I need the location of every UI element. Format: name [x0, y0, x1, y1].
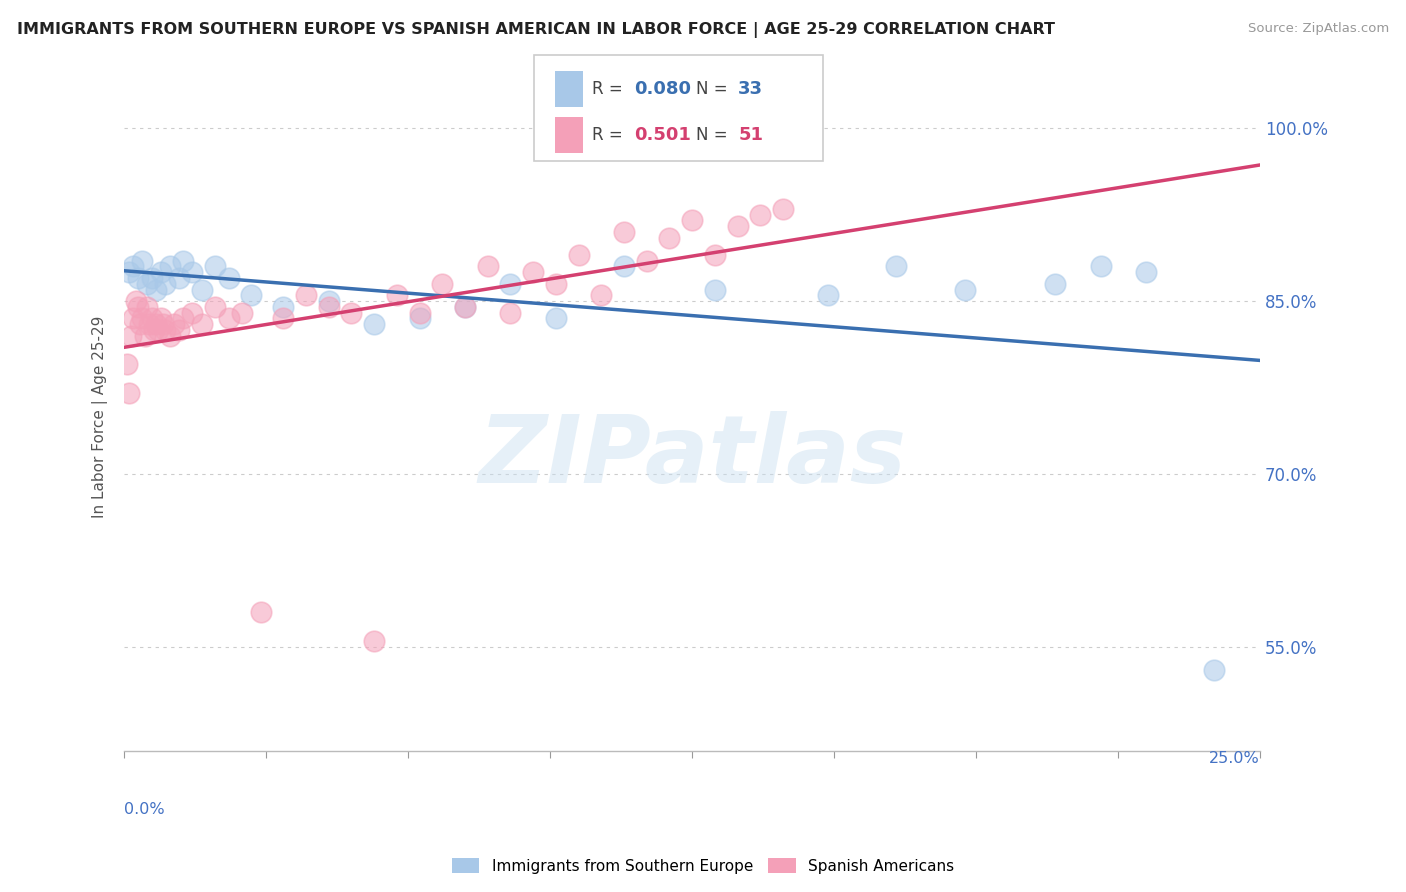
Point [148, 323, 170, 337]
Point [153, 323, 176, 337]
Point [681, 213, 703, 227]
Point [318, 294, 340, 309]
Point [218, 271, 240, 285]
Text: 25.0%: 25.0% [1209, 751, 1260, 766]
Point [432, 277, 454, 291]
Point [172, 253, 194, 268]
Point [1204, 663, 1226, 677]
Point [149, 265, 172, 279]
Point [138, 317, 160, 331]
Text: IMMIGRANTS FROM SOUTHERN EUROPE VS SPANISH AMERICAN IN LABOR FORCE | AGE 25-29 C: IMMIGRANTS FROM SOUTHERN EUROPE VS SPANI… [17, 22, 1054, 38]
Text: 51: 51 [738, 126, 763, 144]
Point [149, 311, 172, 326]
Point [120, 328, 142, 343]
Point [271, 311, 294, 326]
Point [124, 294, 146, 309]
Point [163, 317, 186, 331]
Point [886, 260, 908, 274]
Point [127, 300, 149, 314]
Point [817, 288, 839, 302]
Point [477, 260, 499, 274]
Point [363, 317, 385, 331]
Point [295, 288, 318, 302]
Point [454, 300, 477, 314]
Point [127, 271, 149, 285]
Point [544, 311, 567, 326]
Point [167, 271, 190, 285]
Point [271, 300, 294, 314]
Text: 0.0%: 0.0% [124, 802, 165, 817]
Point [1090, 260, 1112, 274]
Point [408, 305, 430, 319]
Point [122, 311, 145, 326]
Point [340, 305, 363, 319]
Point [749, 208, 772, 222]
Point [136, 277, 159, 291]
Point [454, 300, 477, 314]
Text: 0.501: 0.501 [634, 126, 690, 144]
Point [181, 265, 204, 279]
Point [591, 288, 613, 302]
Point [145, 283, 167, 297]
Text: Source: ZipAtlas.com: Source: ZipAtlas.com [1249, 22, 1389, 36]
Point [190, 283, 212, 297]
Y-axis label: In Labor Force | Age 25-29: In Labor Force | Age 25-29 [93, 315, 108, 517]
Point [152, 317, 174, 331]
Text: R =: R = [592, 79, 628, 97]
Text: N =: N = [696, 126, 733, 144]
Point [131, 253, 153, 268]
Point [134, 328, 156, 343]
Point [172, 311, 194, 326]
Point [613, 260, 636, 274]
Point [567, 248, 589, 262]
Point [1045, 277, 1067, 291]
Point [363, 634, 385, 648]
Point [658, 230, 681, 244]
Point [1135, 265, 1157, 279]
Text: 0.080: 0.080 [634, 79, 692, 97]
Point [636, 253, 658, 268]
Point [204, 300, 226, 314]
Point [408, 311, 430, 326]
Point [703, 248, 725, 262]
Point [136, 300, 159, 314]
Point [204, 260, 226, 274]
Point [772, 202, 794, 216]
Point [153, 277, 176, 291]
Point [122, 260, 145, 274]
Point [167, 323, 190, 337]
Point [953, 283, 976, 297]
Point [142, 323, 165, 337]
Point [118, 265, 141, 279]
Text: ZIPatlas: ZIPatlas [478, 410, 905, 502]
Point [131, 311, 153, 326]
Point [118, 386, 141, 401]
Point [218, 311, 240, 326]
Text: N =: N = [696, 79, 733, 97]
Point [141, 311, 163, 326]
Text: R =: R = [592, 126, 628, 144]
Point [159, 260, 181, 274]
Point [385, 288, 408, 302]
Point [141, 271, 163, 285]
Point [181, 305, 204, 319]
Point [703, 283, 725, 297]
Point [522, 265, 544, 279]
Point [499, 305, 522, 319]
Point [544, 277, 567, 291]
Point [159, 328, 181, 343]
Point [129, 317, 152, 331]
Point [190, 317, 212, 331]
Point [231, 305, 253, 319]
Point [249, 606, 271, 620]
Point [115, 358, 138, 372]
Legend: Immigrants from Southern Europe, Spanish Americans: Immigrants from Southern Europe, Spanish… [446, 852, 960, 880]
Point [727, 219, 749, 233]
Text: 33: 33 [738, 79, 763, 97]
Point [499, 277, 522, 291]
Point [613, 225, 636, 239]
Point [240, 288, 263, 302]
Point [318, 300, 340, 314]
Point [145, 317, 167, 331]
